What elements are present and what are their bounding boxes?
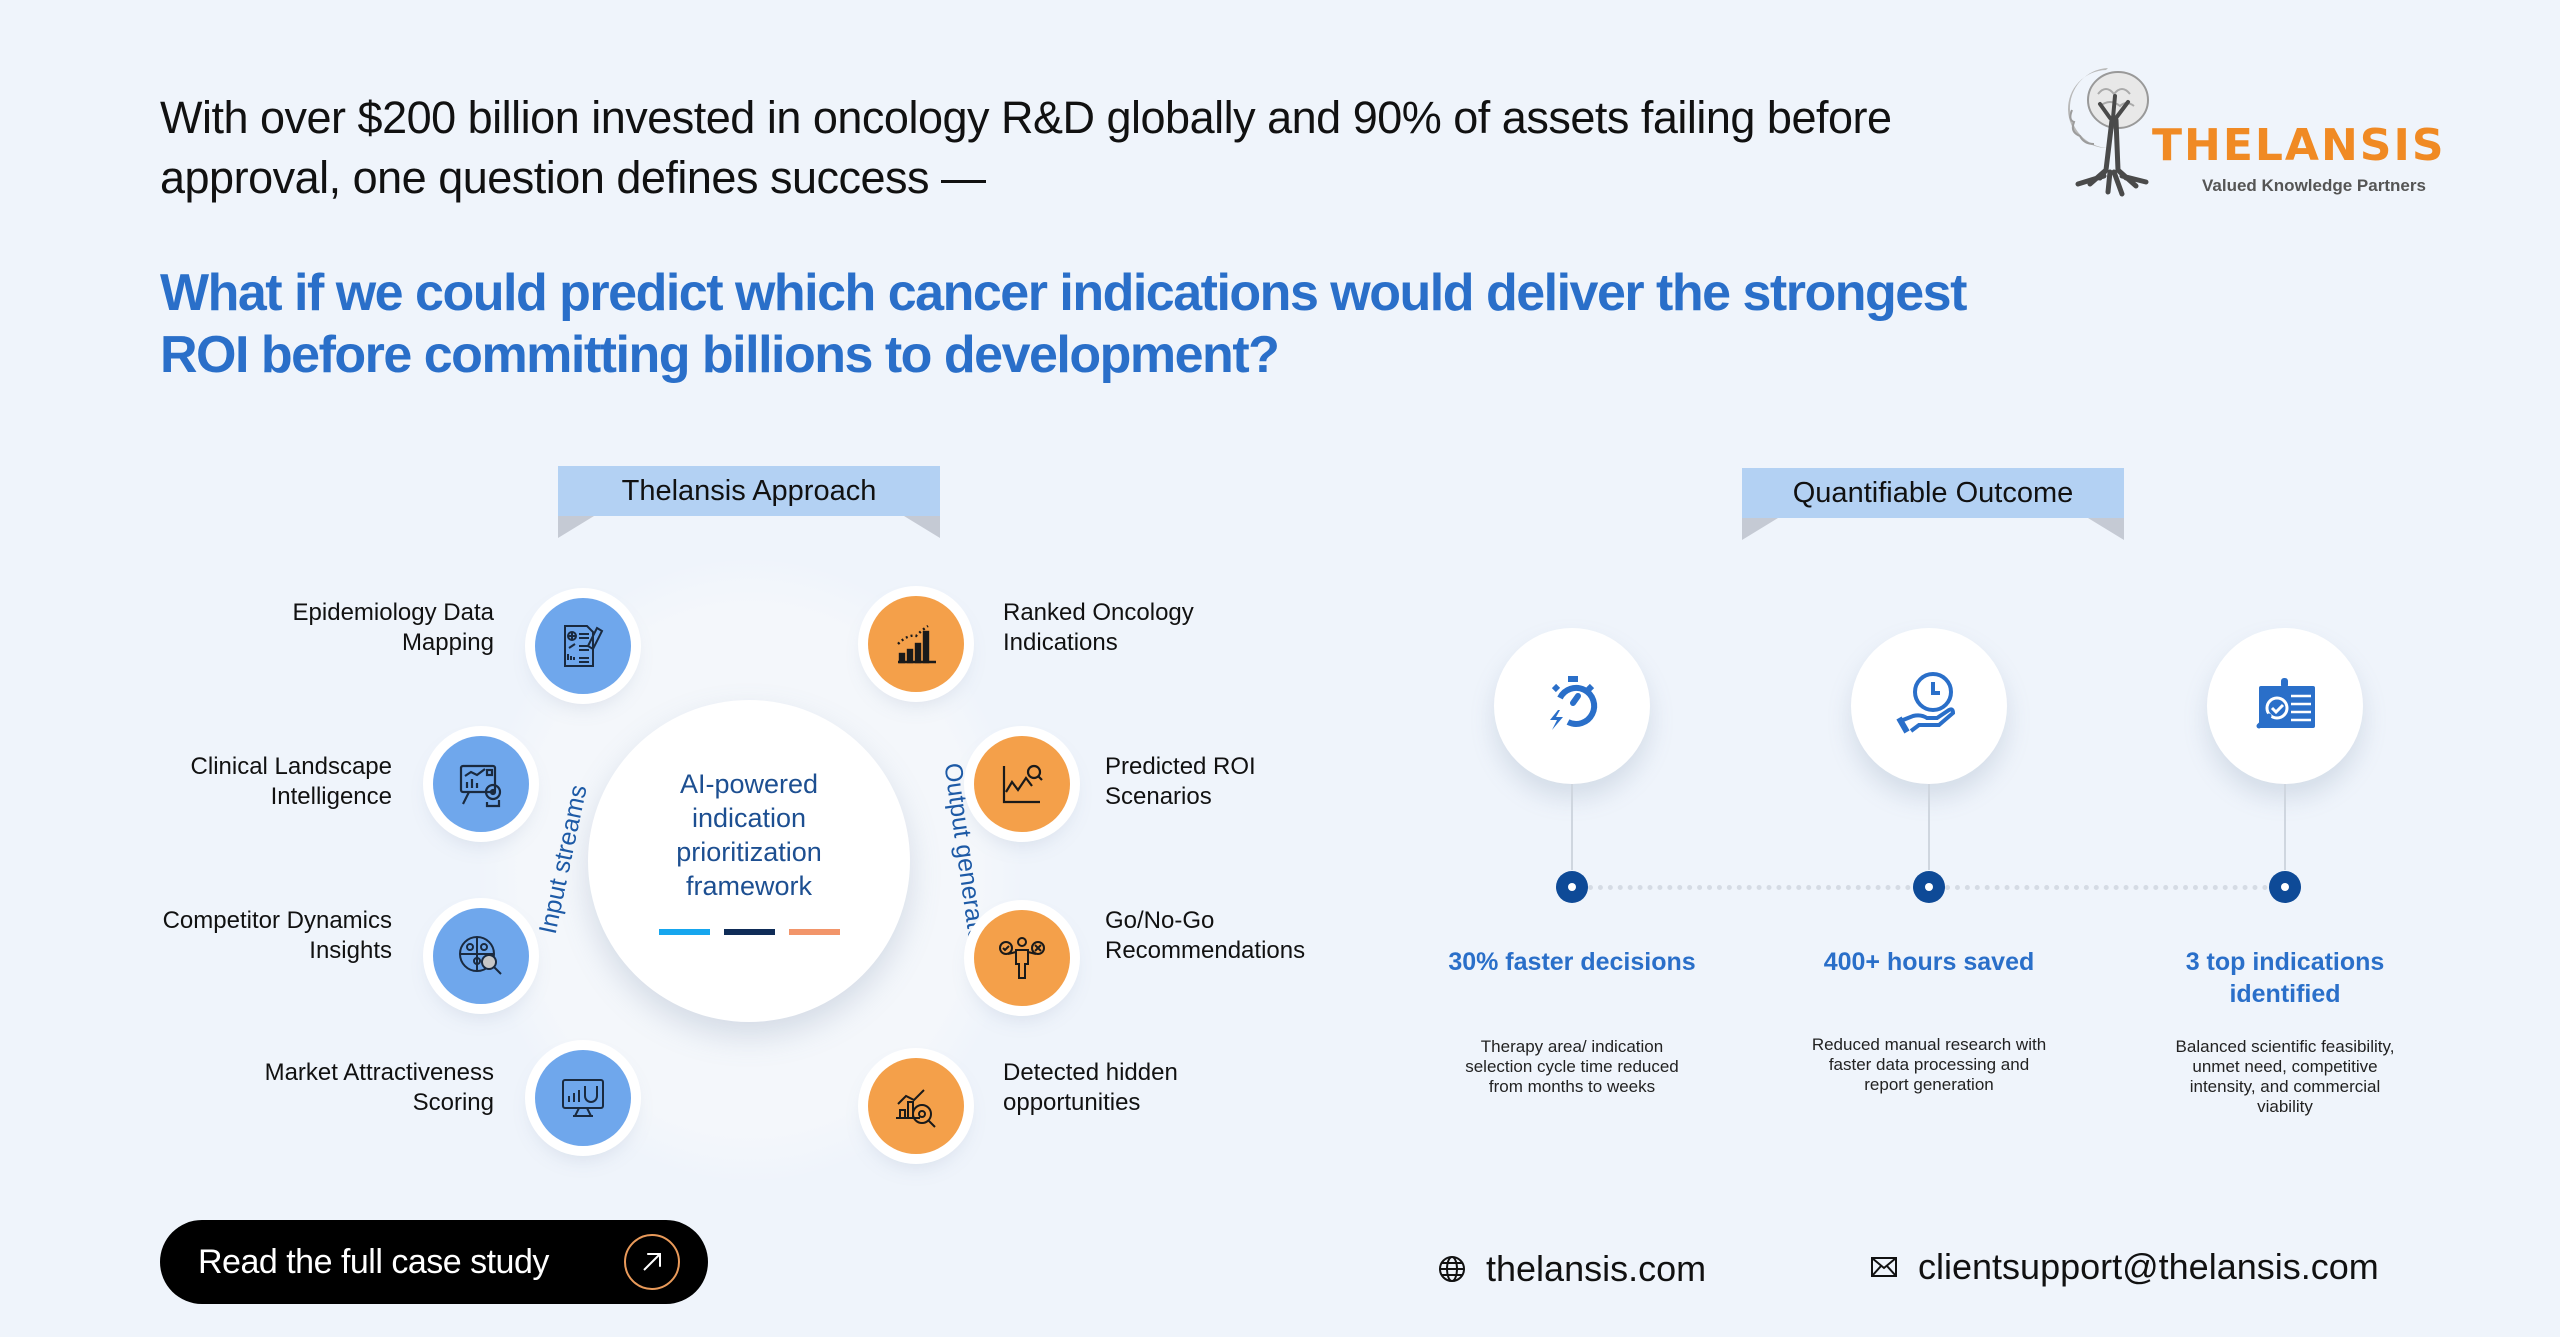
input-label-clinical: Clinical Landscape Intelligence bbox=[190, 753, 392, 810]
ranked-bar-stars-icon bbox=[897, 625, 936, 664]
document-chart-icon bbox=[564, 625, 604, 667]
decision-person-icon bbox=[999, 937, 1045, 979]
outcome-stem bbox=[1571, 784, 1573, 870]
outcome-ribbon: Quantifiable Outcome bbox=[1742, 468, 2124, 518]
outcome-desc-2: Reduced manual research with faster data… bbox=[1811, 1035, 2047, 1094]
outcome-title-2: 400+ hours saved bbox=[1823, 948, 2035, 976]
output-node-roi bbox=[974, 736, 1070, 832]
outcome-icon-circle-indications bbox=[2207, 628, 2363, 784]
line-chart-search-icon bbox=[1002, 764, 1043, 804]
bar-salmon bbox=[788, 929, 840, 935]
team-search-icon bbox=[459, 936, 502, 975]
timeline-dot bbox=[2269, 871, 2301, 903]
clock-hand-icon bbox=[1896, 672, 1956, 734]
output-node-hidden bbox=[868, 1058, 964, 1154]
chart-magnifier-eye-icon bbox=[896, 1089, 936, 1128]
brain-tree-icon bbox=[2068, 68, 2149, 197]
globe-icon bbox=[1439, 1256, 1465, 1282]
envelope-icon bbox=[1871, 1257, 1897, 1277]
outcome-title-3: 3 top indications identified bbox=[2185, 948, 2385, 1008]
id-card-check-icon bbox=[2256, 678, 2315, 729]
outcome-stem bbox=[2284, 784, 2286, 870]
outcome-title: Quantifiable Outcome bbox=[1792, 476, 2074, 509]
website-text: thelansis.com bbox=[1486, 1248, 1707, 1289]
monitor-magnet-chart-icon bbox=[562, 1079, 604, 1117]
bar-navy bbox=[723, 929, 775, 935]
bar-light-blue bbox=[658, 929, 710, 935]
center-color-bars bbox=[658, 929, 840, 935]
arrow-up-right-icon bbox=[624, 1234, 680, 1290]
cta-label: Read the full case study bbox=[198, 1242, 549, 1281]
outcome-desc-3: Balanced scientific feasibility, unmet n… bbox=[2175, 1037, 2395, 1116]
outcome-desc-1: Therapy area/ indication selection cycle… bbox=[1465, 1037, 1679, 1096]
output-label-hidden: Detected hidden opportunities bbox=[1003, 1059, 1178, 1116]
input-node-market bbox=[535, 1050, 631, 1146]
center-framework-circle: AI-powered indication prioritization fra… bbox=[588, 700, 910, 1022]
logo-wordmark: THELANSIS bbox=[2152, 120, 2446, 171]
input-node-competitor bbox=[433, 908, 529, 1004]
approach-ribbon: Thelansis Approach bbox=[558, 466, 940, 516]
input-label-epidemiology: Epidemiology Data Mapping bbox=[292, 599, 494, 656]
logo-tagline: Valued Knowledge Partners bbox=[2202, 176, 2426, 195]
input-node-epidemiology bbox=[535, 598, 631, 694]
headline-question: What if we could predict which cancer in… bbox=[160, 264, 1967, 384]
approach-title: Thelansis Approach bbox=[621, 474, 877, 507]
outcome-stem bbox=[1928, 784, 1930, 870]
input-node-clinical bbox=[433, 736, 529, 832]
intro-text: With over $200 billion invested in oncol… bbox=[160, 92, 1892, 203]
stopwatch-bolt-icon bbox=[1550, 676, 1598, 730]
email-text: clientsupport@thelansis.com bbox=[1918, 1246, 2379, 1287]
email-link[interactable]: clientsupport@thelansis.com bbox=[1868, 1246, 2379, 1288]
read-case-study-button[interactable]: Read the full case study bbox=[160, 1220, 708, 1304]
output-label-gonogo: Go/No-Go Recommendations bbox=[1105, 907, 1306, 964]
output-label-roi: Predicted ROI Scenarios bbox=[1105, 753, 1256, 810]
outcome-title-1: 30% faster decisions bbox=[1448, 948, 1696, 976]
timeline-dot bbox=[1556, 871, 1588, 903]
website-link[interactable]: thelansis.com bbox=[1436, 1248, 1706, 1290]
presentation-analytics-icon bbox=[459, 764, 502, 808]
output-label-ranked: Ranked Oncology Indications bbox=[1003, 599, 1194, 656]
outcome-icon-circle-speed bbox=[1494, 628, 1650, 784]
output-node-gonogo bbox=[974, 910, 1070, 1006]
input-label-market: Market Attractiveness Scoring bbox=[264, 1059, 494, 1116]
thelansis-logo: THELANSIS Valued Knowledge Partners bbox=[2060, 60, 2480, 210]
outcome-icon-circle-hours bbox=[1851, 628, 2007, 784]
output-node-ranked bbox=[868, 596, 964, 692]
input-label-competitor: Competitor Dynamics Insights bbox=[162, 907, 392, 964]
center-framework-text: AI-powered indication prioritization fra… bbox=[676, 769, 822, 901]
timeline-dot bbox=[1913, 871, 1945, 903]
